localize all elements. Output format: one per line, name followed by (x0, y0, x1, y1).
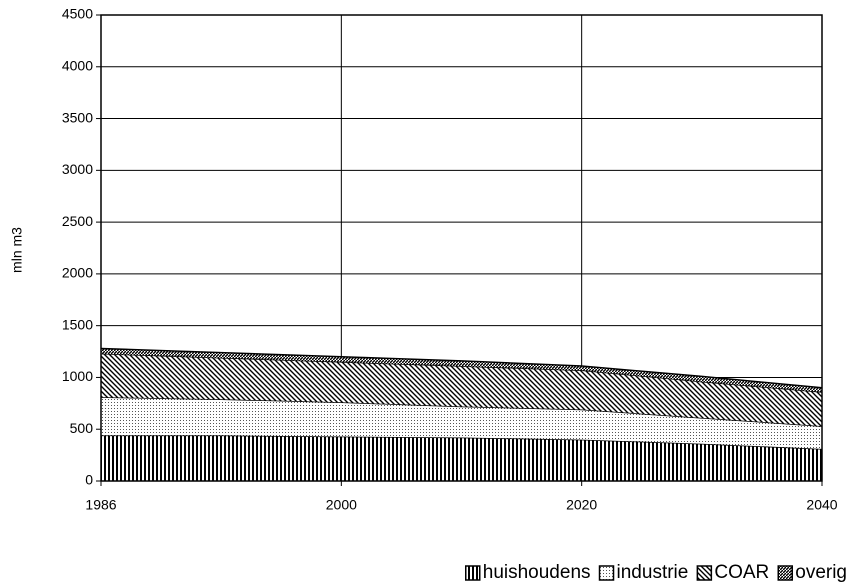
y-tick-label: 2500 (62, 213, 93, 229)
y-tick-label: 2000 (62, 265, 93, 281)
legend-label: COAR (714, 562, 769, 583)
y-axis-label: mln m3 (9, 227, 25, 273)
legend-label: industrie (617, 562, 689, 583)
legend-swatch (465, 565, 481, 581)
y-tick-label: 1500 (62, 316, 93, 332)
legend-label: huishoudens (483, 562, 591, 583)
y-tick-label: 4000 (62, 57, 93, 73)
x-tick-label: 2000 (326, 497, 357, 513)
legend-swatch (777, 565, 793, 581)
x-tick-label: 1986 (85, 497, 116, 513)
y-tick-label: 0 (85, 472, 93, 488)
area (101, 353, 822, 427)
y-tick-label: 4500 (62, 6, 93, 22)
plot-frame (100, 14, 823, 482)
legend-swatch (696, 565, 713, 581)
x-tick-label: 2040 (806, 497, 837, 513)
area (101, 435, 822, 481)
y-tick-label: 3000 (62, 161, 93, 177)
y-tick-label: 500 (70, 420, 94, 436)
legend-swatch (598, 565, 615, 581)
x-tick-label: 2020 (566, 497, 597, 513)
area-edge (101, 434, 823, 450)
legend-label: overig (795, 562, 847, 583)
y-tick-label: 1000 (62, 368, 93, 384)
area (101, 397, 822, 449)
area-edge (100, 347, 823, 389)
area (101, 348, 822, 392)
y-tick-label: 3500 (62, 109, 93, 125)
